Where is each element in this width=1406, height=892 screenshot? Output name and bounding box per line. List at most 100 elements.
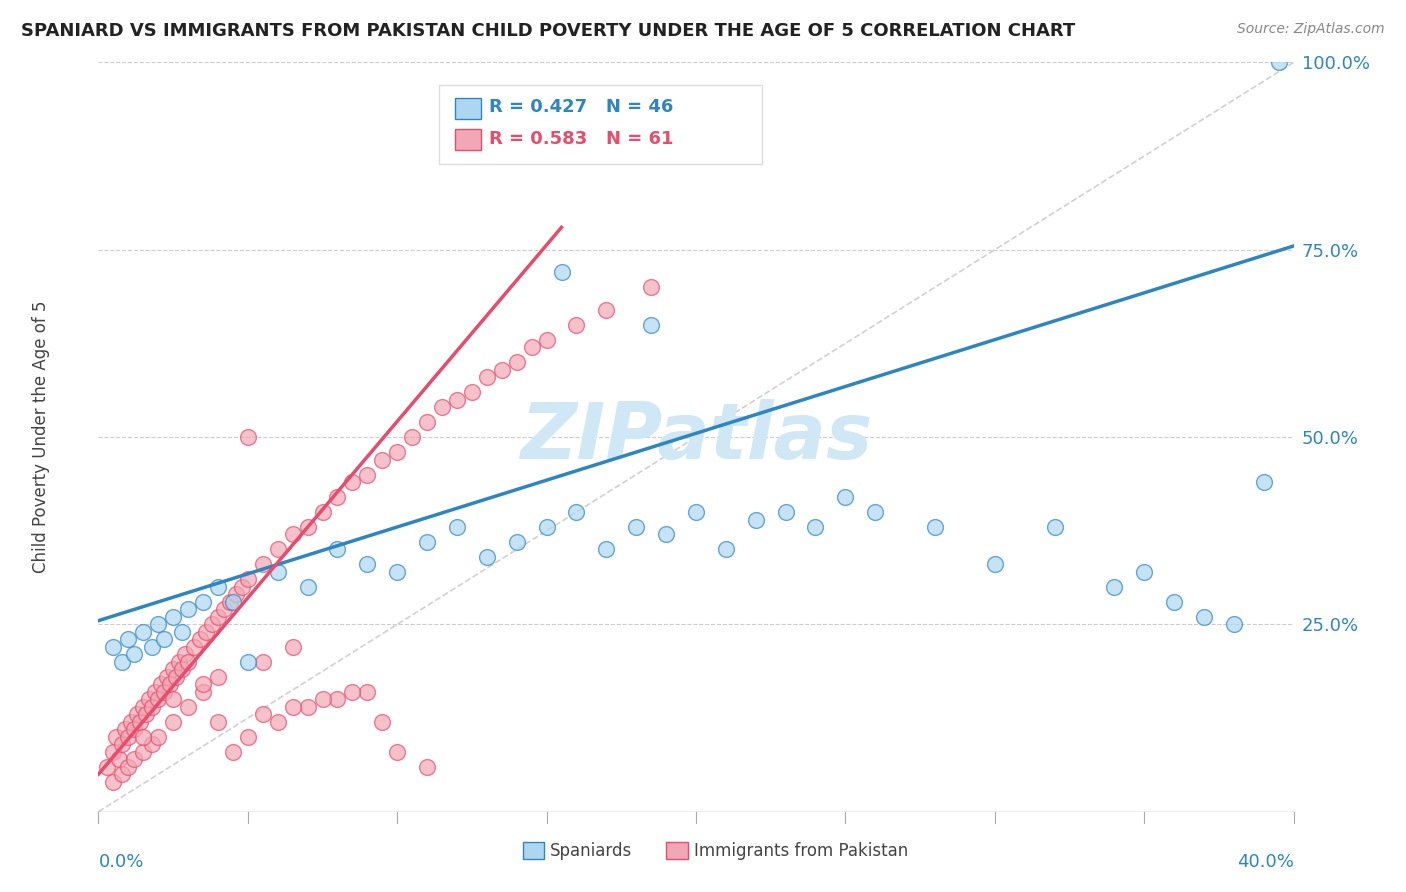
Point xyxy=(111,737,134,751)
Point xyxy=(124,723,146,737)
Point xyxy=(430,400,453,414)
Point xyxy=(342,685,364,699)
Point xyxy=(385,445,409,459)
Point xyxy=(132,730,155,744)
Point xyxy=(685,505,707,519)
Point xyxy=(207,610,229,624)
Point xyxy=(356,467,378,482)
Point xyxy=(162,662,184,676)
Text: 0.0%: 0.0% xyxy=(98,853,143,871)
Point xyxy=(96,760,118,774)
Point xyxy=(326,542,349,557)
Point xyxy=(1043,520,1066,534)
Point xyxy=(117,632,139,647)
Point xyxy=(207,580,229,594)
Point xyxy=(207,714,229,729)
Point xyxy=(141,640,163,654)
Point xyxy=(1223,617,1246,632)
Point xyxy=(446,520,468,534)
Point xyxy=(111,655,134,669)
Point xyxy=(491,362,513,376)
Point xyxy=(297,580,319,594)
Point xyxy=(117,730,139,744)
Point xyxy=(162,610,184,624)
Point xyxy=(297,699,319,714)
Point xyxy=(172,662,194,676)
Text: Immigrants from Pakistan: Immigrants from Pakistan xyxy=(693,842,908,860)
Point xyxy=(156,670,179,684)
Point xyxy=(252,707,274,722)
Text: Child Poverty Under the Age of 5: Child Poverty Under the Age of 5 xyxy=(32,301,51,574)
Point xyxy=(536,333,558,347)
Point xyxy=(225,587,247,601)
Point xyxy=(1163,595,1185,609)
Point xyxy=(1133,565,1156,579)
Point xyxy=(356,558,378,572)
Point xyxy=(984,558,1007,572)
Point xyxy=(236,430,259,444)
Point xyxy=(595,542,617,557)
Point xyxy=(252,655,274,669)
Point xyxy=(188,632,211,647)
Point xyxy=(150,677,173,691)
Point xyxy=(416,535,439,549)
FancyBboxPatch shape xyxy=(454,97,481,119)
Point xyxy=(565,505,588,519)
Point xyxy=(143,685,166,699)
Point xyxy=(207,670,229,684)
Point xyxy=(804,520,827,534)
Point xyxy=(475,370,498,384)
Point xyxy=(162,692,184,706)
Point xyxy=(506,535,529,549)
Point xyxy=(924,520,946,534)
Point xyxy=(626,520,648,534)
Point xyxy=(132,699,155,714)
Point xyxy=(1267,55,1289,70)
Point xyxy=(219,595,242,609)
Point xyxy=(281,640,304,654)
Point xyxy=(311,505,333,519)
Point xyxy=(148,692,170,706)
Point xyxy=(267,714,290,729)
Point xyxy=(191,685,214,699)
Point xyxy=(297,520,319,534)
Point xyxy=(132,745,155,759)
Point xyxy=(311,692,333,706)
Point xyxy=(416,760,439,774)
Point xyxy=(120,714,142,729)
Point xyxy=(236,655,259,669)
Point xyxy=(172,624,194,639)
Point xyxy=(520,340,543,354)
Point xyxy=(745,512,768,526)
Point xyxy=(165,670,187,684)
Point xyxy=(177,655,200,669)
Point xyxy=(183,640,205,654)
Point xyxy=(103,745,125,759)
Point xyxy=(129,714,152,729)
Point xyxy=(565,318,588,332)
Point xyxy=(356,685,378,699)
Point xyxy=(212,602,235,616)
Point xyxy=(267,565,290,579)
Text: 40.0%: 40.0% xyxy=(1237,853,1294,871)
Point xyxy=(475,549,498,564)
Point xyxy=(127,707,149,722)
Point xyxy=(461,385,484,400)
Point xyxy=(132,624,155,639)
Point xyxy=(148,730,170,744)
Point xyxy=(105,730,128,744)
Text: R = 0.427   N = 46: R = 0.427 N = 46 xyxy=(489,98,673,116)
Point xyxy=(177,602,200,616)
FancyBboxPatch shape xyxy=(454,129,481,150)
Point xyxy=(834,490,856,504)
Point xyxy=(153,632,176,647)
Point xyxy=(114,723,136,737)
Point xyxy=(148,617,170,632)
Point xyxy=(326,692,349,706)
Point xyxy=(714,542,737,557)
FancyBboxPatch shape xyxy=(666,842,688,859)
Point xyxy=(385,745,409,759)
Point xyxy=(446,392,468,407)
Point xyxy=(195,624,218,639)
Point xyxy=(655,527,678,541)
